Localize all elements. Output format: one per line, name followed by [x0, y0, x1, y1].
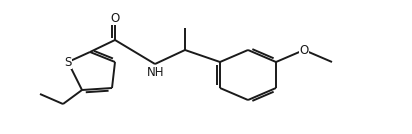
Text: NH: NH [147, 66, 165, 79]
Text: O: O [110, 12, 119, 25]
Text: O: O [300, 44, 309, 57]
Text: S: S [64, 55, 72, 68]
